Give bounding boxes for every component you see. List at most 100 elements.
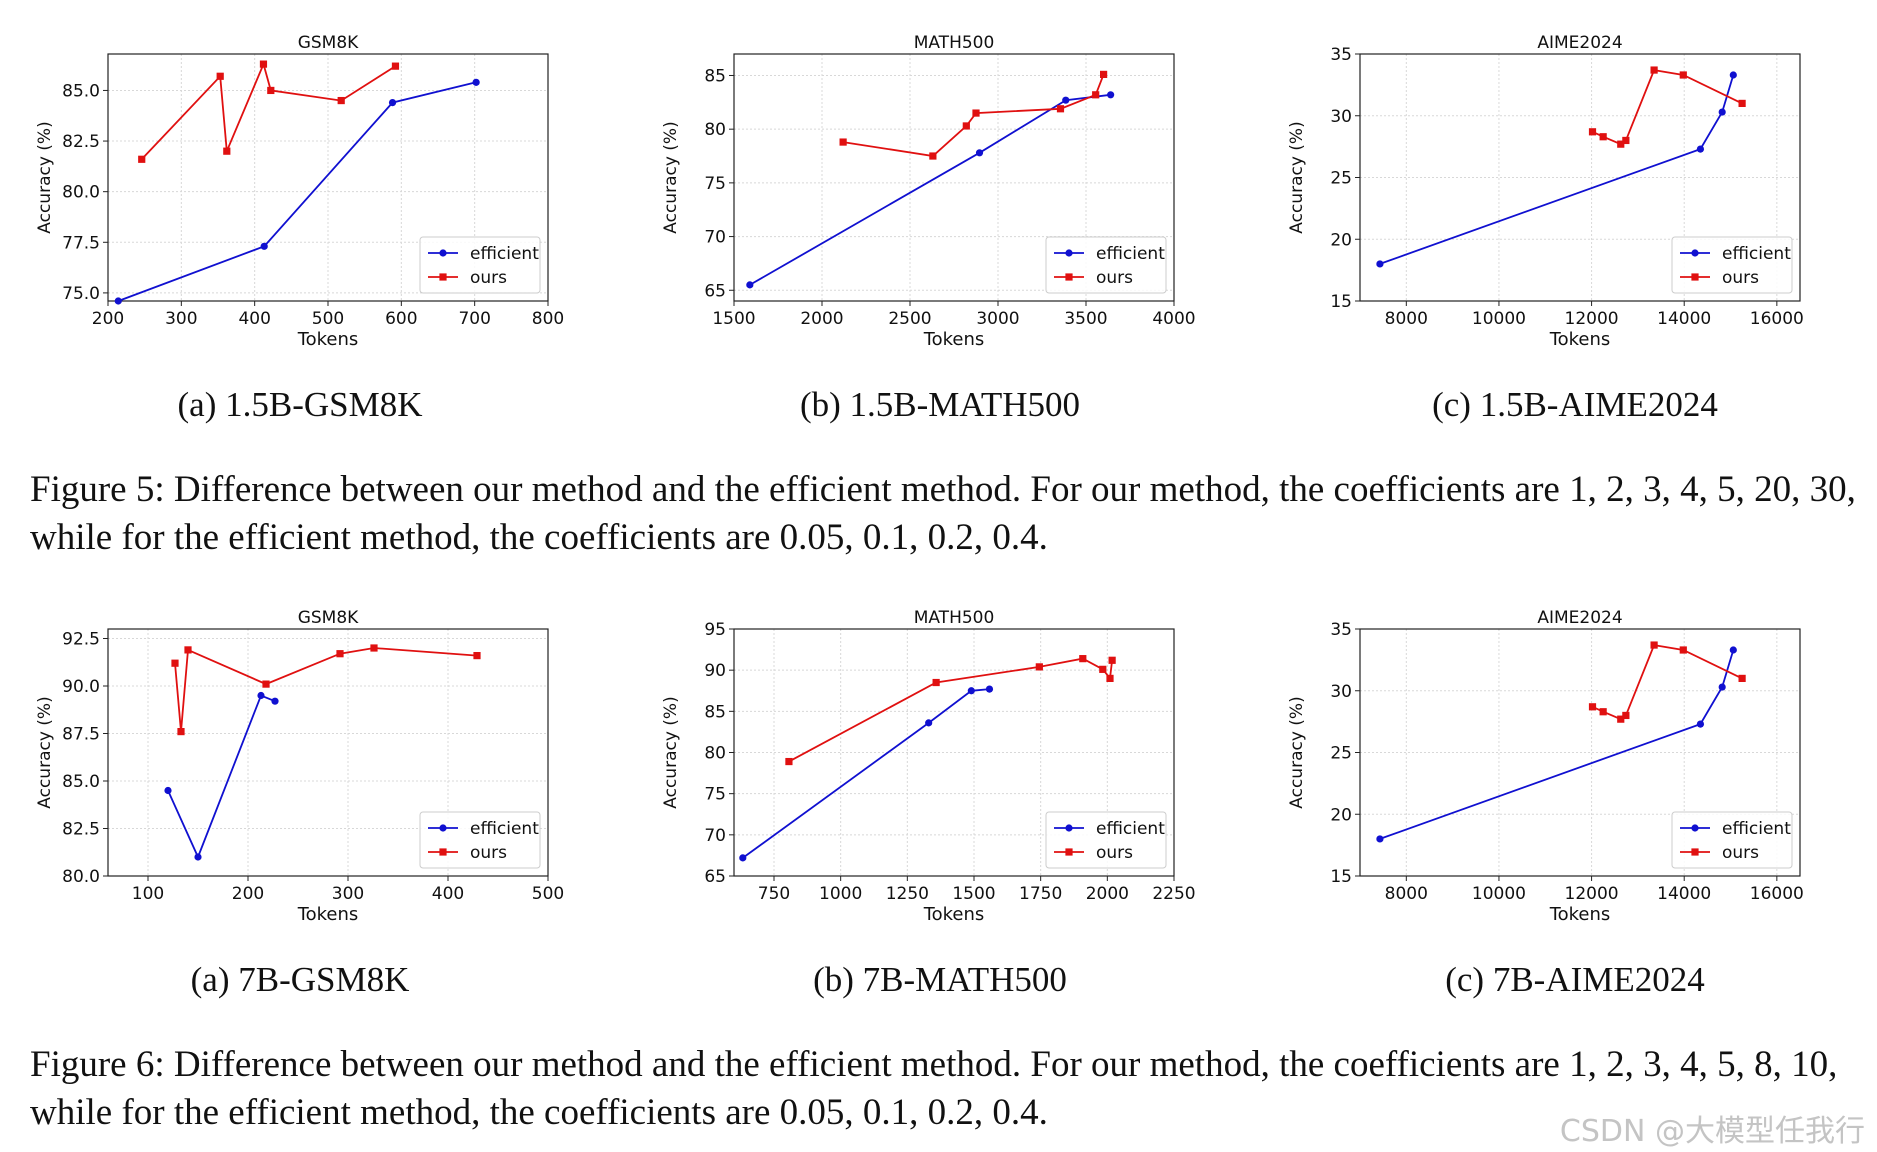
- data-point-ours: [1738, 99, 1746, 107]
- x-axis-label: Tokens: [1549, 329, 1611, 350]
- legend-marker-efficient: [1065, 824, 1073, 832]
- figure-caption: Figure 5: Difference between our method …: [30, 469, 1856, 558]
- x-tick-label: 10000: [1472, 884, 1526, 904]
- y-tick-label: 20: [1330, 805, 1352, 825]
- y-tick-label: 90.0: [62, 677, 100, 697]
- legend-marker-ours: [1691, 273, 1699, 281]
- y-axis-label: Accuracy (%): [1287, 696, 1307, 808]
- y-tick-label: 85: [704, 702, 726, 722]
- x-tick-label: 500: [532, 884, 564, 904]
- data-point-ours: [972, 109, 980, 117]
- data-point-efficient: [1729, 71, 1737, 79]
- series-line-ours: [141, 61, 396, 160]
- legend-marker-efficient: [1691, 249, 1699, 257]
- series-line-ours: [1592, 644, 1743, 721]
- data-point-ours: [171, 659, 179, 667]
- legend-marker-efficient: [1065, 249, 1073, 257]
- x-tick-label: 1750: [1019, 884, 1062, 904]
- legend-label-efficient: efficient: [470, 244, 539, 264]
- chart-title: GSM8K: [298, 33, 359, 53]
- data-point-ours: [1100, 70, 1108, 79]
- data-point-ours: [1099, 665, 1107, 673]
- chart-1-5b-aime2024: 8000 10000 12000 14000 16000 15 20 25 30 35 AIME20…: [1287, 33, 1804, 350]
- data-point-ours: [1622, 136, 1630, 145]
- data-point-ours: [223, 147, 231, 155]
- data-point-ours: [262, 680, 270, 688]
- series-line-efficient: [117, 81, 477, 302]
- data-point-ours: [1079, 655, 1087, 663]
- chart-title: AIME2024: [1537, 33, 1622, 53]
- data-point-ours: [962, 122, 970, 130]
- data-point-ours: [1108, 656, 1116, 664]
- legend-label-ours: ours: [470, 843, 507, 863]
- y-tick-label: 77.5: [62, 233, 100, 253]
- x-tick-label: 8000: [1385, 884, 1428, 904]
- y-tick-label: 30: [1330, 682, 1352, 702]
- legend-marker-ours: [1065, 848, 1073, 856]
- y-tick-label: 92.5: [62, 630, 100, 650]
- y-tick-label: 30: [1330, 107, 1352, 127]
- series-line-efficient: [167, 694, 276, 860]
- subcaption-b: (b) 1.5B-MATH500: [800, 385, 1080, 424]
- data-point-efficient: [1376, 260, 1384, 268]
- y-tick-label: 25: [1330, 744, 1352, 764]
- data-point-efficient: [1718, 108, 1726, 116]
- data-point-ours: [1092, 91, 1100, 99]
- y-tick-label: 65: [704, 867, 726, 887]
- data-point-efficient: [739, 854, 747, 862]
- legend-label-efficient: efficient: [1722, 819, 1791, 839]
- data-point-efficient: [260, 242, 268, 250]
- y-tick-label: 82.5: [62, 820, 100, 840]
- data-point-ours: [1588, 128, 1597, 136]
- data-point-efficient: [1729, 646, 1737, 654]
- legend-marker-ours: [1065, 273, 1073, 281]
- data-point-ours: [1106, 674, 1114, 682]
- y-axis-label: Accuracy (%): [661, 121, 681, 233]
- legend-box: [1045, 811, 1167, 869]
- y-tick-label: 35: [1330, 620, 1352, 640]
- data-point-ours: [1738, 674, 1746, 682]
- data-point-efficient: [746, 281, 754, 289]
- x-axis-label: Tokens: [923, 329, 985, 350]
- series-line-ours: [1592, 69, 1743, 146]
- y-tick-label: 80.0: [62, 183, 100, 203]
- y-tick-label: 82.5: [62, 132, 100, 152]
- data-point-ours: [177, 728, 185, 736]
- subcaption-c: (c) 7B-AIME2024: [1445, 960, 1705, 999]
- subcaption-b: (b) 7B-MATH500: [813, 960, 1067, 999]
- y-axis-label: Accuracy (%): [35, 696, 55, 808]
- data-point-ours: [259, 60, 268, 68]
- y-tick-label: 70: [704, 826, 726, 846]
- y-tick-label: 80: [704, 744, 726, 764]
- data-point-ours: [473, 652, 481, 660]
- data-point-efficient: [985, 685, 994, 693]
- y-tick-label: 85: [704, 66, 726, 86]
- x-tick-label: 12000: [1565, 884, 1619, 904]
- data-point-efficient: [1696, 720, 1705, 728]
- x-tick-label: 700: [458, 309, 490, 329]
- data-point-efficient: [388, 98, 397, 107]
- data-point-efficient: [257, 691, 265, 700]
- data-point-ours: [1650, 641, 1658, 649]
- data-point-ours: [1617, 715, 1625, 723]
- series-line-efficient: [1379, 649, 1735, 840]
- data-point-efficient: [1107, 91, 1115, 99]
- data-point-ours: [391, 62, 400, 70]
- data-point-efficient: [1376, 835, 1384, 843]
- y-tick-label: 95: [704, 620, 726, 640]
- x-tick-label: 2000: [1086, 884, 1129, 904]
- x-tick-label: 800: [532, 309, 564, 329]
- x-tick-label: 400: [238, 309, 270, 329]
- legend-label-ours: ours: [1096, 268, 1133, 288]
- data-point-ours: [184, 646, 192, 654]
- subcaption-a: (a) 1.5B-GSM8K: [177, 385, 423, 424]
- data-point-ours: [370, 644, 378, 652]
- data-point-efficient: [164, 786, 172, 795]
- x-tick-label: 14000: [1657, 884, 1711, 904]
- x-axis-label: Tokens: [297, 329, 359, 350]
- y-axis-label: Accuracy (%): [35, 121, 55, 233]
- x-tick-label: 16000: [1750, 884, 1804, 904]
- y-tick-label: 15: [1330, 292, 1352, 312]
- legend-box: [419, 811, 541, 869]
- x-tick-label: 2000: [800, 309, 843, 329]
